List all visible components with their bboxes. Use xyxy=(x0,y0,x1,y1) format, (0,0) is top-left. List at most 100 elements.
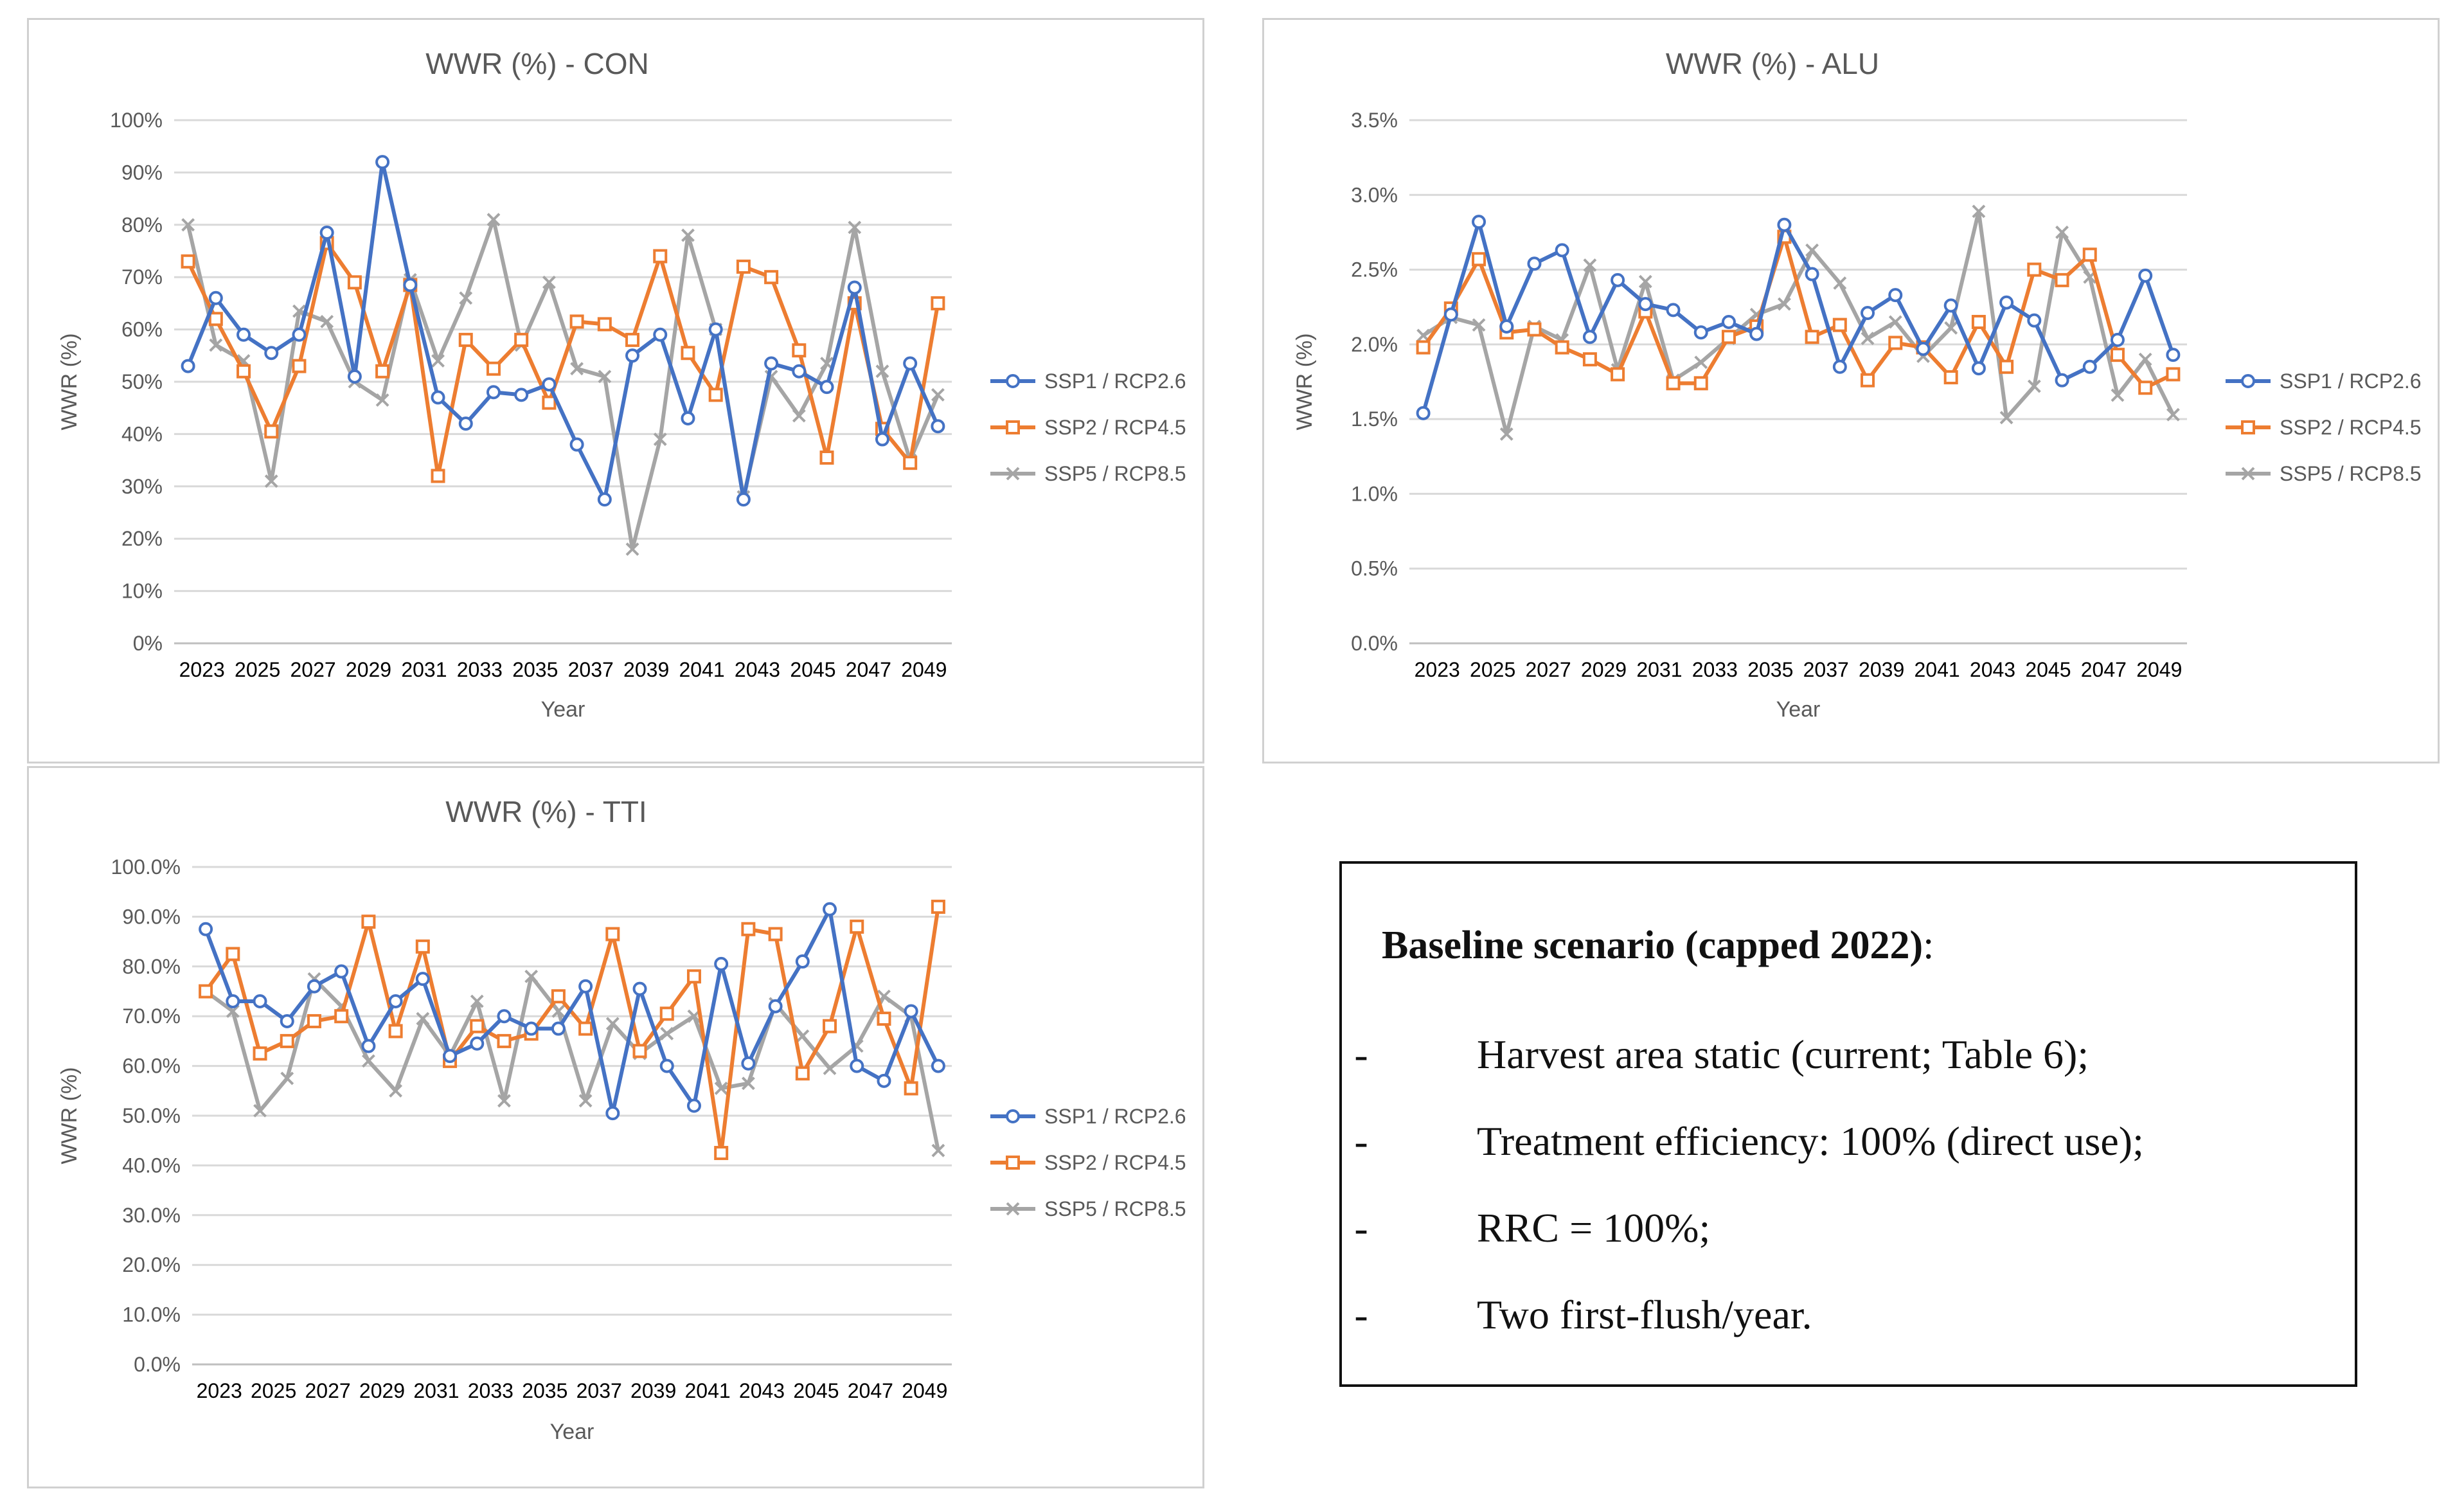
data-point xyxy=(199,984,213,999)
data-point xyxy=(2027,262,2042,277)
y-tick-label: 60% xyxy=(121,318,163,341)
data-point xyxy=(736,492,751,507)
data-point xyxy=(292,359,307,373)
x-tick-label: 2033 xyxy=(1692,658,1738,681)
y-tick-label: 90% xyxy=(121,161,163,184)
data-point xyxy=(714,1146,729,1161)
x-tick-label: 2047 xyxy=(2081,658,2127,681)
data-point xyxy=(2082,359,2097,374)
data-point xyxy=(334,964,349,979)
data-point xyxy=(764,270,779,285)
data-point xyxy=(253,994,267,1008)
data-point xyxy=(361,1039,376,1053)
x-tick-label: 2029 xyxy=(359,1379,405,1402)
note-item: - Harvest area static (current; Table 6); xyxy=(1354,1031,2089,1078)
data-point xyxy=(659,1058,674,1073)
data-point xyxy=(598,370,612,384)
data-point xyxy=(1693,376,1708,391)
y-tick-label: 3.5% xyxy=(1351,109,1398,132)
y-tick-label: 50% xyxy=(121,370,163,393)
data-point xyxy=(708,322,723,337)
data-point xyxy=(625,348,640,363)
data-point xyxy=(181,218,195,232)
legend-label: SSP2 / RCP4.5 xyxy=(2280,416,2422,439)
series-line xyxy=(204,906,940,1156)
data-point xyxy=(904,1004,918,1019)
data-point xyxy=(877,1012,891,1026)
chart-alu: WWR (%) - ALU 0.0% 0.5% 1.0% 1.5% 2.0% 2.5% 3.0… xyxy=(1292,47,2422,722)
y-tick-label: 70% xyxy=(121,265,163,289)
data-point xyxy=(347,275,362,290)
note-bullet-dash: - xyxy=(1354,1292,1368,1337)
data-point xyxy=(1916,341,1931,356)
data-point xyxy=(486,361,501,376)
y-tick-label: 10.0% xyxy=(122,1303,181,1326)
x-tick-label: 2033 xyxy=(468,1379,513,1402)
data-point xyxy=(847,280,862,295)
y-tick-label: 3.0% xyxy=(1351,183,1398,206)
data-point xyxy=(570,362,584,376)
data-point xyxy=(569,437,584,452)
note-item-text: Treatment efficiency: 100% (direct use); xyxy=(1477,1118,2144,1164)
data-point xyxy=(320,314,334,328)
data-point xyxy=(2027,313,2042,328)
data-point xyxy=(199,922,213,936)
data-point xyxy=(1582,352,1597,367)
data-point xyxy=(686,969,701,984)
data-point xyxy=(347,369,362,384)
data-point xyxy=(2166,407,2180,422)
series-line xyxy=(186,241,940,478)
series-line xyxy=(1422,209,2175,436)
data-point xyxy=(551,1005,566,1018)
series-ssp1 xyxy=(1416,215,2181,420)
data-point xyxy=(1472,215,1486,229)
data-point xyxy=(237,327,251,342)
data-point xyxy=(714,956,729,971)
note-title-colon: : xyxy=(1923,924,1934,967)
x-tick-label: 2031 xyxy=(1636,658,1682,681)
data-point xyxy=(1971,361,1986,376)
legend-item: SSP1 / RCP2.6 xyxy=(2226,370,2422,393)
data-point xyxy=(2055,272,2069,287)
x-tick-label: 2043 xyxy=(739,1379,785,1402)
y-tick-label: 90.0% xyxy=(122,905,181,928)
x-tick-label: 2049 xyxy=(2136,658,2182,681)
data-point xyxy=(307,979,321,994)
data-point xyxy=(931,1058,945,1073)
data-point xyxy=(431,390,445,405)
series-line xyxy=(1422,235,2174,390)
data-point xyxy=(823,1019,837,1033)
note-item: - RRC = 100%; xyxy=(1354,1204,1710,1252)
data-point xyxy=(823,1062,837,1075)
data-point xyxy=(741,1076,755,1091)
data-point xyxy=(931,1143,945,1157)
data-point xyxy=(551,989,566,1004)
x-tick-label: 2035 xyxy=(512,658,558,681)
data-point xyxy=(792,364,807,379)
data-point xyxy=(1888,288,1903,303)
data-point xyxy=(524,969,539,983)
x-tick-label: 2041 xyxy=(1914,658,1960,681)
legend-item: SSP2 / RCP4.5 xyxy=(2226,416,2422,439)
legend-marker xyxy=(1006,1109,1020,1123)
data-point xyxy=(625,542,639,556)
x-tick-label: 2033 xyxy=(457,658,503,681)
x-tick-label: 2045 xyxy=(793,1379,839,1402)
series-ssp2 xyxy=(181,236,945,483)
data-point xyxy=(931,899,945,914)
x-tick-label: 2037 xyxy=(576,1379,622,1402)
data-point xyxy=(1499,427,1513,441)
data-point xyxy=(578,1021,593,1036)
data-point xyxy=(1721,314,1736,329)
legend-item: SSP5 / RCP8.5 xyxy=(990,1197,1186,1220)
data-point xyxy=(1777,217,1792,232)
data-point xyxy=(181,254,195,269)
y-tick-label: 80% xyxy=(121,213,163,237)
x-tick-label: 2029 xyxy=(346,658,391,681)
y-tick-label: 40% xyxy=(121,422,163,445)
data-point xyxy=(1805,243,1819,257)
data-point xyxy=(903,456,918,470)
data-point xyxy=(2055,226,2069,239)
data-point xyxy=(681,411,695,425)
note-bullet-dash: - xyxy=(1354,1118,1368,1164)
